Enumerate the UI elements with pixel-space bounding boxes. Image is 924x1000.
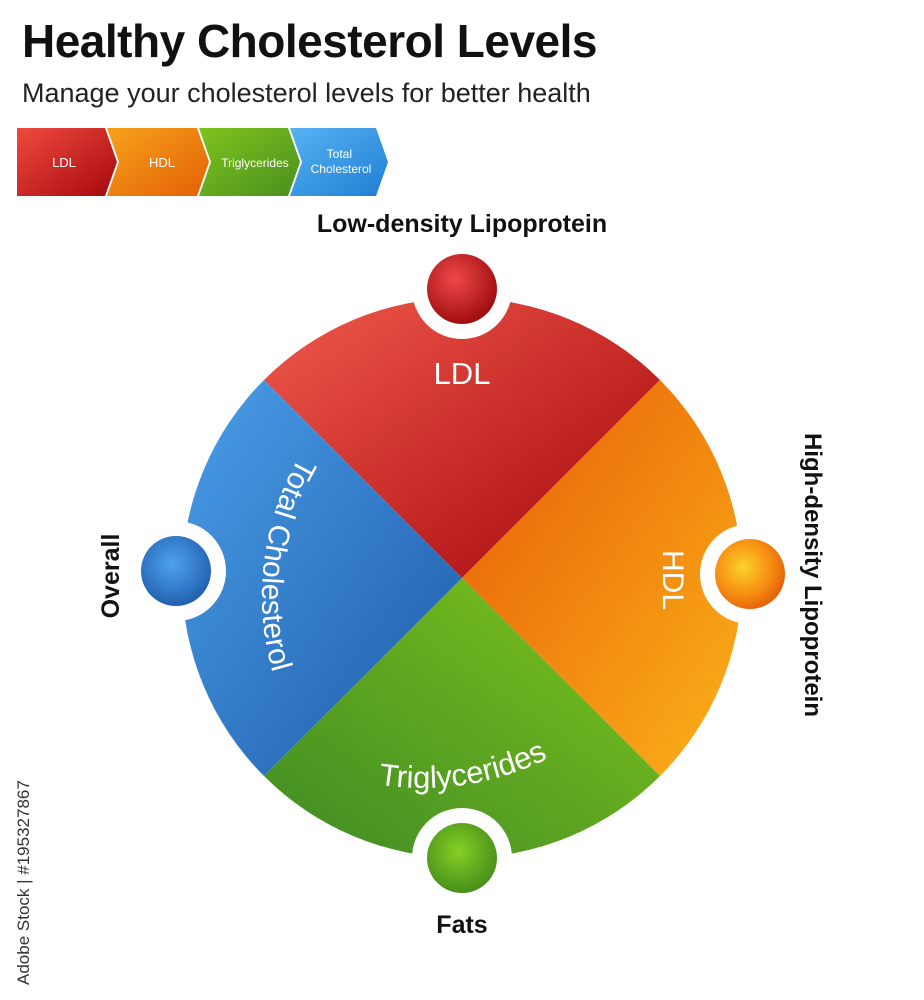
quadrant-pie [181, 297, 743, 859]
page-title: Healthy Cholesterol Levels [22, 15, 597, 67]
legend-item-total-cholesterol: Total Cholesterol [290, 128, 388, 196]
legend: LDL HDL Triglycerides Total Cholesterol [17, 128, 388, 196]
legend-label-triglycerides: Triglycerides [221, 156, 289, 170]
legend-label-ldl: LDL [52, 155, 76, 170]
bubble-hdl [700, 524, 800, 624]
segment-triglycerides [264, 578, 660, 859]
bubble-total-cholesterol [126, 521, 226, 621]
callout-ldl: Low-density Lipoprotein [317, 210, 607, 238]
bubble-triglycerides [412, 808, 512, 908]
segment-label-hdl: HDL [656, 550, 689, 610]
legend-item-triglycerides: Triglycerides [199, 128, 300, 196]
legend-item-hdl: HDL [107, 128, 209, 196]
page-subtitle: Manage your cholesterol levels for bette… [22, 78, 591, 108]
segment-total-cholesterol [181, 380, 463, 776]
stock-watermark: Adobe Stock | #195327867 [14, 780, 33, 985]
callout-hdl: High-density Lipoprotein [799, 433, 826, 717]
bubble-ldl [412, 239, 512, 339]
callout-total-cholesterol: Overall [97, 534, 125, 619]
segment-label-ldl: LDL [434, 356, 491, 391]
legend-label-hdl: HDL [149, 155, 175, 170]
legend-item-ldl: LDL [17, 128, 117, 196]
segment-hdl [462, 380, 743, 776]
callout-triglycerides: Fats [436, 911, 487, 939]
segment-ldl [264, 297, 660, 578]
legend-label-total-cholesterol: Total Cholesterol [311, 147, 372, 176]
